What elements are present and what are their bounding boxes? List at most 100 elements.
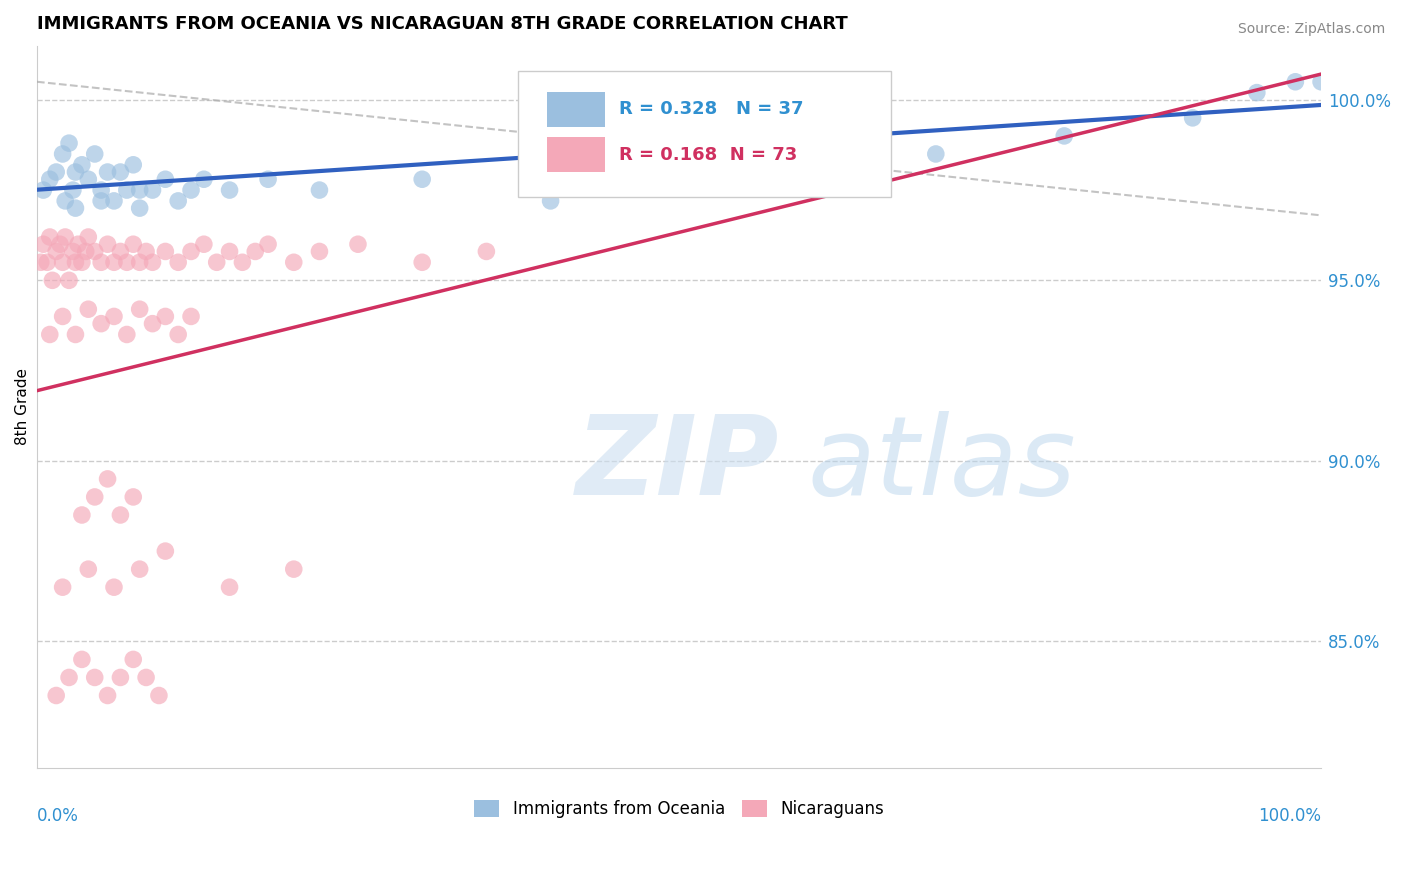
Point <box>77 302 100 317</box>
Point <box>128 255 150 269</box>
Text: R = 0.168  N = 73: R = 0.168 N = 73 <box>619 145 797 164</box>
Point <box>103 580 125 594</box>
Point <box>49 237 72 252</box>
Point <box>411 255 433 269</box>
Text: IMMIGRANTS FROM OCEANIA VS NICARAGUAN 8TH GRADE CORRELATION CHART: IMMIGRANTS FROM OCEANIA VS NICARAGUAN 8T… <box>37 15 848 33</box>
Point <box>97 165 120 179</box>
Point <box>308 244 330 259</box>
Point <box>155 244 177 259</box>
Point <box>58 273 80 287</box>
Point <box>90 194 112 208</box>
Point <box>70 255 93 269</box>
Point <box>38 172 60 186</box>
Point <box>38 327 60 342</box>
Y-axis label: 8th Grade: 8th Grade <box>15 368 30 445</box>
Point <box>30 255 52 269</box>
Point <box>218 580 240 594</box>
Point <box>155 544 177 558</box>
Point <box>53 230 76 244</box>
Point <box>32 237 55 252</box>
Point <box>115 183 138 197</box>
Point <box>135 670 157 684</box>
Point <box>128 183 150 197</box>
Point <box>77 172 100 186</box>
Point <box>110 165 132 179</box>
Point <box>218 244 240 259</box>
Point <box>167 255 190 269</box>
Point <box>347 237 370 252</box>
Point <box>205 255 228 269</box>
Point <box>97 472 120 486</box>
Point <box>148 689 170 703</box>
Point <box>1053 128 1076 143</box>
Point <box>103 255 125 269</box>
Point <box>97 237 120 252</box>
Point <box>70 158 93 172</box>
Point <box>83 670 105 684</box>
Point <box>155 310 177 324</box>
Point <box>308 183 330 197</box>
Point <box>135 244 157 259</box>
Point <box>41 273 63 287</box>
Point <box>167 194 190 208</box>
Point <box>62 244 84 259</box>
Text: R = 0.328   N = 37: R = 0.328 N = 37 <box>619 100 803 119</box>
Point <box>122 490 145 504</box>
Point <box>1310 75 1333 89</box>
Point <box>83 147 105 161</box>
Point <box>90 317 112 331</box>
Point <box>62 183 84 197</box>
Point <box>411 172 433 186</box>
Point <box>75 244 97 259</box>
Point <box>58 670 80 684</box>
Legend: Immigrants from Oceania, Nicaraguans: Immigrants from Oceania, Nicaraguans <box>468 793 890 824</box>
Point <box>257 172 280 186</box>
Point <box>90 183 112 197</box>
Text: atlas: atlas <box>807 411 1076 518</box>
Bar <box>547 92 605 127</box>
Point <box>283 562 305 576</box>
Point <box>122 652 145 666</box>
Point <box>70 508 93 522</box>
Point <box>475 244 498 259</box>
Point <box>65 165 87 179</box>
Point <box>83 244 105 259</box>
Point <box>141 255 163 269</box>
Text: Source: ZipAtlas.com: Source: ZipAtlas.com <box>1237 22 1385 37</box>
Point <box>115 255 138 269</box>
Point <box>167 327 190 342</box>
Point <box>193 237 215 252</box>
Point <box>45 244 67 259</box>
Point <box>77 562 100 576</box>
Point <box>245 244 267 259</box>
Point <box>65 201 87 215</box>
Point <box>65 255 87 269</box>
Point <box>110 244 132 259</box>
Point <box>122 237 145 252</box>
Text: ZIP: ZIP <box>576 411 780 518</box>
Point <box>52 255 75 269</box>
Point <box>103 310 125 324</box>
Point <box>193 172 215 186</box>
Point <box>70 652 93 666</box>
Point <box>58 136 80 150</box>
Point <box>540 194 562 208</box>
Point <box>925 147 948 161</box>
Point <box>52 147 75 161</box>
Point <box>52 580 75 594</box>
Point <box>128 562 150 576</box>
Point <box>45 165 67 179</box>
FancyBboxPatch shape <box>519 71 891 197</box>
Point <box>67 237 90 252</box>
Point <box>45 689 67 703</box>
Bar <box>547 137 605 172</box>
Point <box>65 327 87 342</box>
Point <box>1246 86 1268 100</box>
Point <box>83 490 105 504</box>
Point <box>218 183 240 197</box>
Point <box>141 317 163 331</box>
Point <box>257 237 280 252</box>
Point <box>128 302 150 317</box>
Point <box>37 255 59 269</box>
Point <box>53 194 76 208</box>
